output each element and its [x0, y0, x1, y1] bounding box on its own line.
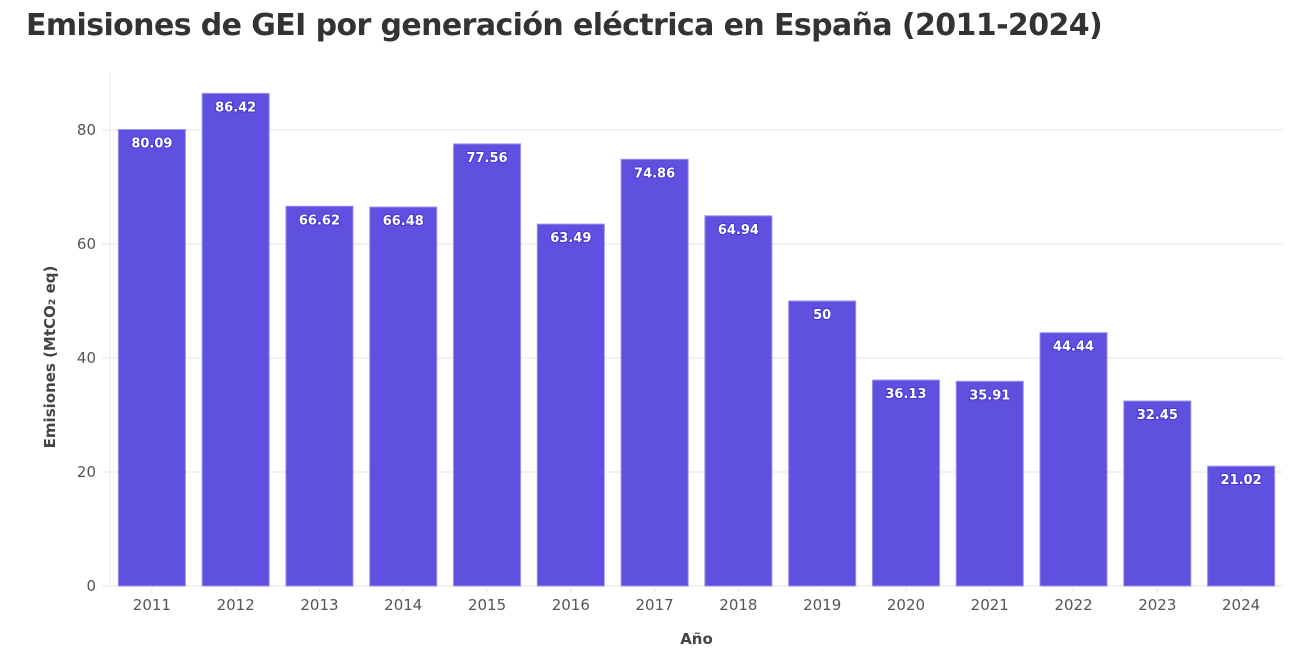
chart-title: Emisiones de GEI por generación eléctric… [26, 8, 1103, 43]
bar-value-label: 44.44 [1053, 340, 1094, 355]
bar-value-label: 86.42 [215, 100, 256, 115]
bar-value-label: 77.56 [466, 151, 507, 166]
bar [369, 206, 438, 587]
bar [453, 143, 522, 587]
x-tick-label: 2012 [217, 596, 255, 614]
bar [788, 300, 857, 587]
bar-value-label: 63.49 [550, 231, 591, 246]
bar [201, 92, 270, 587]
bars [117, 92, 1276, 587]
x-tick-label: 2023 [1138, 596, 1176, 614]
bar [620, 158, 689, 587]
bar [955, 380, 1024, 587]
x-tick-label: 2013 [300, 596, 338, 614]
bar-value-label: 66.62 [299, 213, 340, 228]
x-tick-label: 2015 [468, 596, 506, 614]
bar-value-label: 80.09 [131, 136, 172, 151]
bar-value-label: 66.48 [383, 214, 424, 229]
bar-labels: 80.09 86.42 66.62 66.48 77.56 63.49 74.86 64.94… [130, 99, 1262, 489]
bar [871, 379, 940, 587]
y-tick-label: 0 [86, 577, 96, 595]
bar [536, 223, 605, 587]
bar-value-label: 74.86 [634, 166, 675, 181]
x-tick-label: 2011 [133, 596, 171, 614]
y-tick-label: 60 [77, 235, 96, 253]
bar [1207, 465, 1276, 587]
bar-value-label: 36.13 [885, 387, 926, 402]
bar-value-label: 32.45 [1137, 408, 1178, 423]
x-tick-label: 2019 [803, 596, 841, 614]
y-axis-ticks: 0 20 40 60 80 [77, 121, 96, 595]
bar [1123, 400, 1192, 587]
bar-value-label: 35.91 [969, 388, 1010, 403]
bar-value-label: 50 [813, 308, 831, 323]
x-axis-ticks: 2011 2012 2013 2014 2015 2016 2017 2018 2019 2020… [133, 586, 1260, 614]
x-tick-label: 2018 [719, 596, 757, 614]
bar [704, 215, 773, 587]
x-tick-label: 2017 [636, 596, 674, 614]
bar-value-label: 21.02 [1221, 473, 1262, 488]
bar-value-label: 64.94 [718, 223, 759, 238]
y-tick-label: 40 [77, 349, 96, 367]
y-axis-title: Emisiones (MtCO₂ eq) [41, 266, 59, 449]
bar [117, 128, 186, 587]
x-tick-label: 2021 [971, 596, 1009, 614]
y-tick-label: 20 [77, 463, 96, 481]
bar [285, 205, 354, 587]
x-tick-label: 2014 [384, 596, 422, 614]
x-tick-label: 2020 [887, 596, 925, 614]
y-tick-label: 80 [77, 121, 96, 139]
bar [1039, 332, 1108, 587]
x-tick-label: 2024 [1222, 596, 1260, 614]
x-tick-label: 2016 [552, 596, 590, 614]
x-axis-title: Año [680, 630, 713, 648]
x-tick-label: 2022 [1054, 596, 1092, 614]
